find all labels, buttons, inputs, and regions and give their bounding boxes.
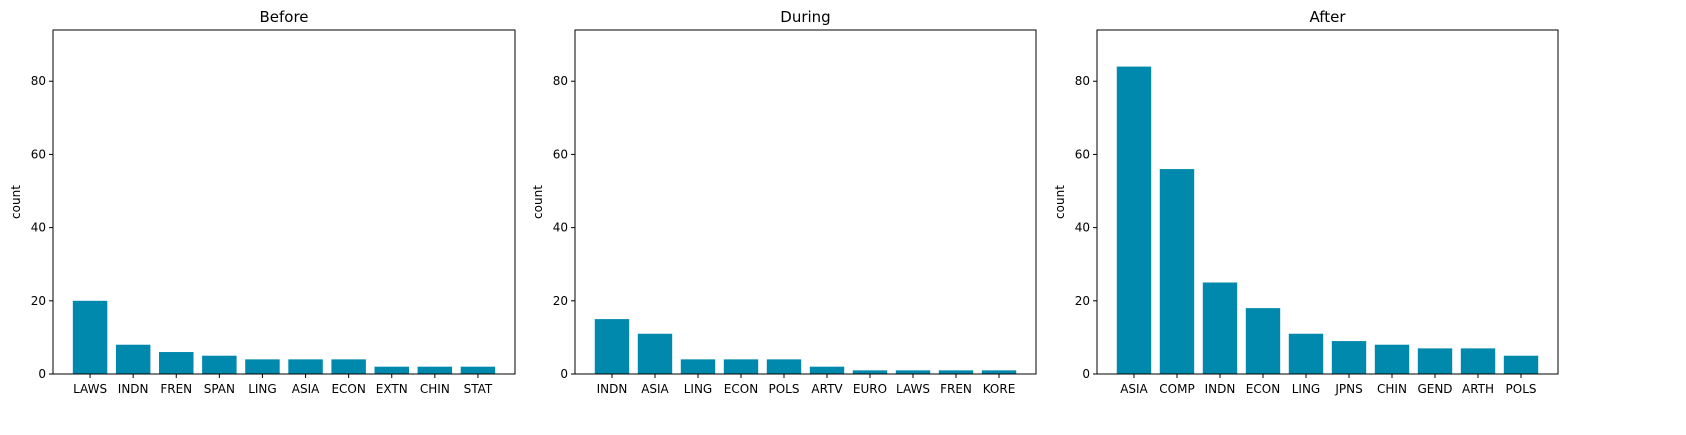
y-axis-label: count [9,185,23,219]
bar-chin [417,366,453,374]
x-tick-label-laws: LAWS [896,382,930,396]
y-tick-label: 40 [553,221,568,235]
y-tick-label: 0 [38,367,46,381]
bar-indn [115,344,151,374]
y-tick-label: 60 [1075,147,1090,161]
x-tick-label-asia: ASIA [641,382,669,396]
axes-frame [574,29,1037,375]
y-tick-label: 40 [1075,221,1090,235]
y-tick-label: 60 [31,147,46,161]
panel-after: 0 20 40 60 80 ASIA COMP INDN ECON LING JPNS CHIN GEN… [1053,8,1559,396]
x-tick-label-indn: INDN [1205,382,1236,396]
x-tick-label-gend: GEND [1417,382,1452,396]
x-tick-label-asia: ASIA [292,382,320,396]
bar-econ [1245,308,1281,374]
bar-kore [981,370,1017,374]
x-tick-label-econ: ECON [724,382,758,396]
bar-ling [680,359,716,374]
bar-span [202,355,237,374]
x-tick-label-comp: COMP [1159,382,1194,396]
bar-econ [331,359,366,374]
x-tick-label-span: SPAN [204,382,235,396]
x-tick-label-chin: CHIN [420,382,450,396]
bar-laws [895,370,931,374]
x-tick-label-indn: INDN [597,382,628,396]
y-tick-label: 80 [553,74,568,88]
bar-fren [159,352,194,374]
bar-asia [288,359,323,374]
bar-ling [1288,333,1324,374]
y-tick-label: 80 [1075,74,1090,88]
bar-asia [1116,66,1152,375]
x-tick-label-asia: ASIA [1120,382,1148,396]
x-tick-label-pols: POLS [1506,382,1537,396]
x-tick-label-laws: LAWS [73,382,107,396]
bar-pols [1503,355,1539,374]
y-tick-label: 60 [553,147,568,161]
bar-ling [245,359,280,374]
x-tick-label-fren: FREN [940,382,972,396]
y-tick-label: 0 [560,367,568,381]
y-tick-label: 0 [1082,367,1090,381]
x-tick-label-kore: KORE [983,382,1016,396]
y-tick-label: 20 [553,294,568,308]
x-tick-label-chin: CHIN [1377,382,1407,396]
x-tick-label-euro: EURO [853,382,887,396]
axes-frame [1096,29,1559,375]
x-tick-label-jpns: JPNS [1334,382,1362,396]
x-tick-label-ling: LING [1292,382,1321,396]
bar-artv [809,366,845,374]
x-tick-label-ling: LING [684,382,713,396]
x-tick-label-indn: INDN [118,382,149,396]
y-tick-label: 80 [31,74,46,88]
x-tick-label-pols: POLS [769,382,800,396]
x-tick-label-fren: FREN [160,382,192,396]
y-axis-label: count [1053,185,1067,219]
x-tick-label-arth: ARTH [1462,382,1494,396]
bar-laws [72,300,108,374]
x-tick-label-ling: LING [248,382,277,396]
chart-title: Before [259,8,308,26]
bar-stat [460,366,496,374]
bar-indn [1202,282,1238,374]
bar-extn [374,366,409,374]
bar-comp [1159,169,1195,374]
panel-before: 0 20 40 60 80 LAWS INDN FREN SPAN LING ASIA ECON EXT… [9,8,516,396]
bar-econ [723,359,759,374]
panel-during: 0 20 40 60 80 INDN ASIA LING ECON POLS ARTV EURO LAW… [531,8,1037,396]
bar-pols [766,359,802,374]
axes-frame [52,29,516,375]
y-tick-label: 20 [1075,294,1090,308]
x-tick-label-artv: ARTV [811,382,843,396]
bar-chin [1374,344,1410,374]
bar-euro [852,370,888,374]
bar-gend [1417,348,1453,374]
bar-indn [594,319,630,374]
y-tick-label: 20 [31,294,46,308]
bar-fren [938,370,974,374]
x-tick-label-econ: ECON [1246,382,1280,396]
bar-jpns [1331,341,1367,374]
x-tick-label-extn: EXTN [376,382,408,396]
y-axis-label: count [531,185,545,219]
bar-asia [637,333,673,374]
x-tick-label-econ: ECON [331,382,365,396]
x-tick-label-stat: STAT [464,382,493,396]
y-tick-label: 40 [31,221,46,235]
chart-title: After [1309,8,1346,26]
chart-title: During [780,8,830,26]
bar-arth [1460,348,1496,374]
